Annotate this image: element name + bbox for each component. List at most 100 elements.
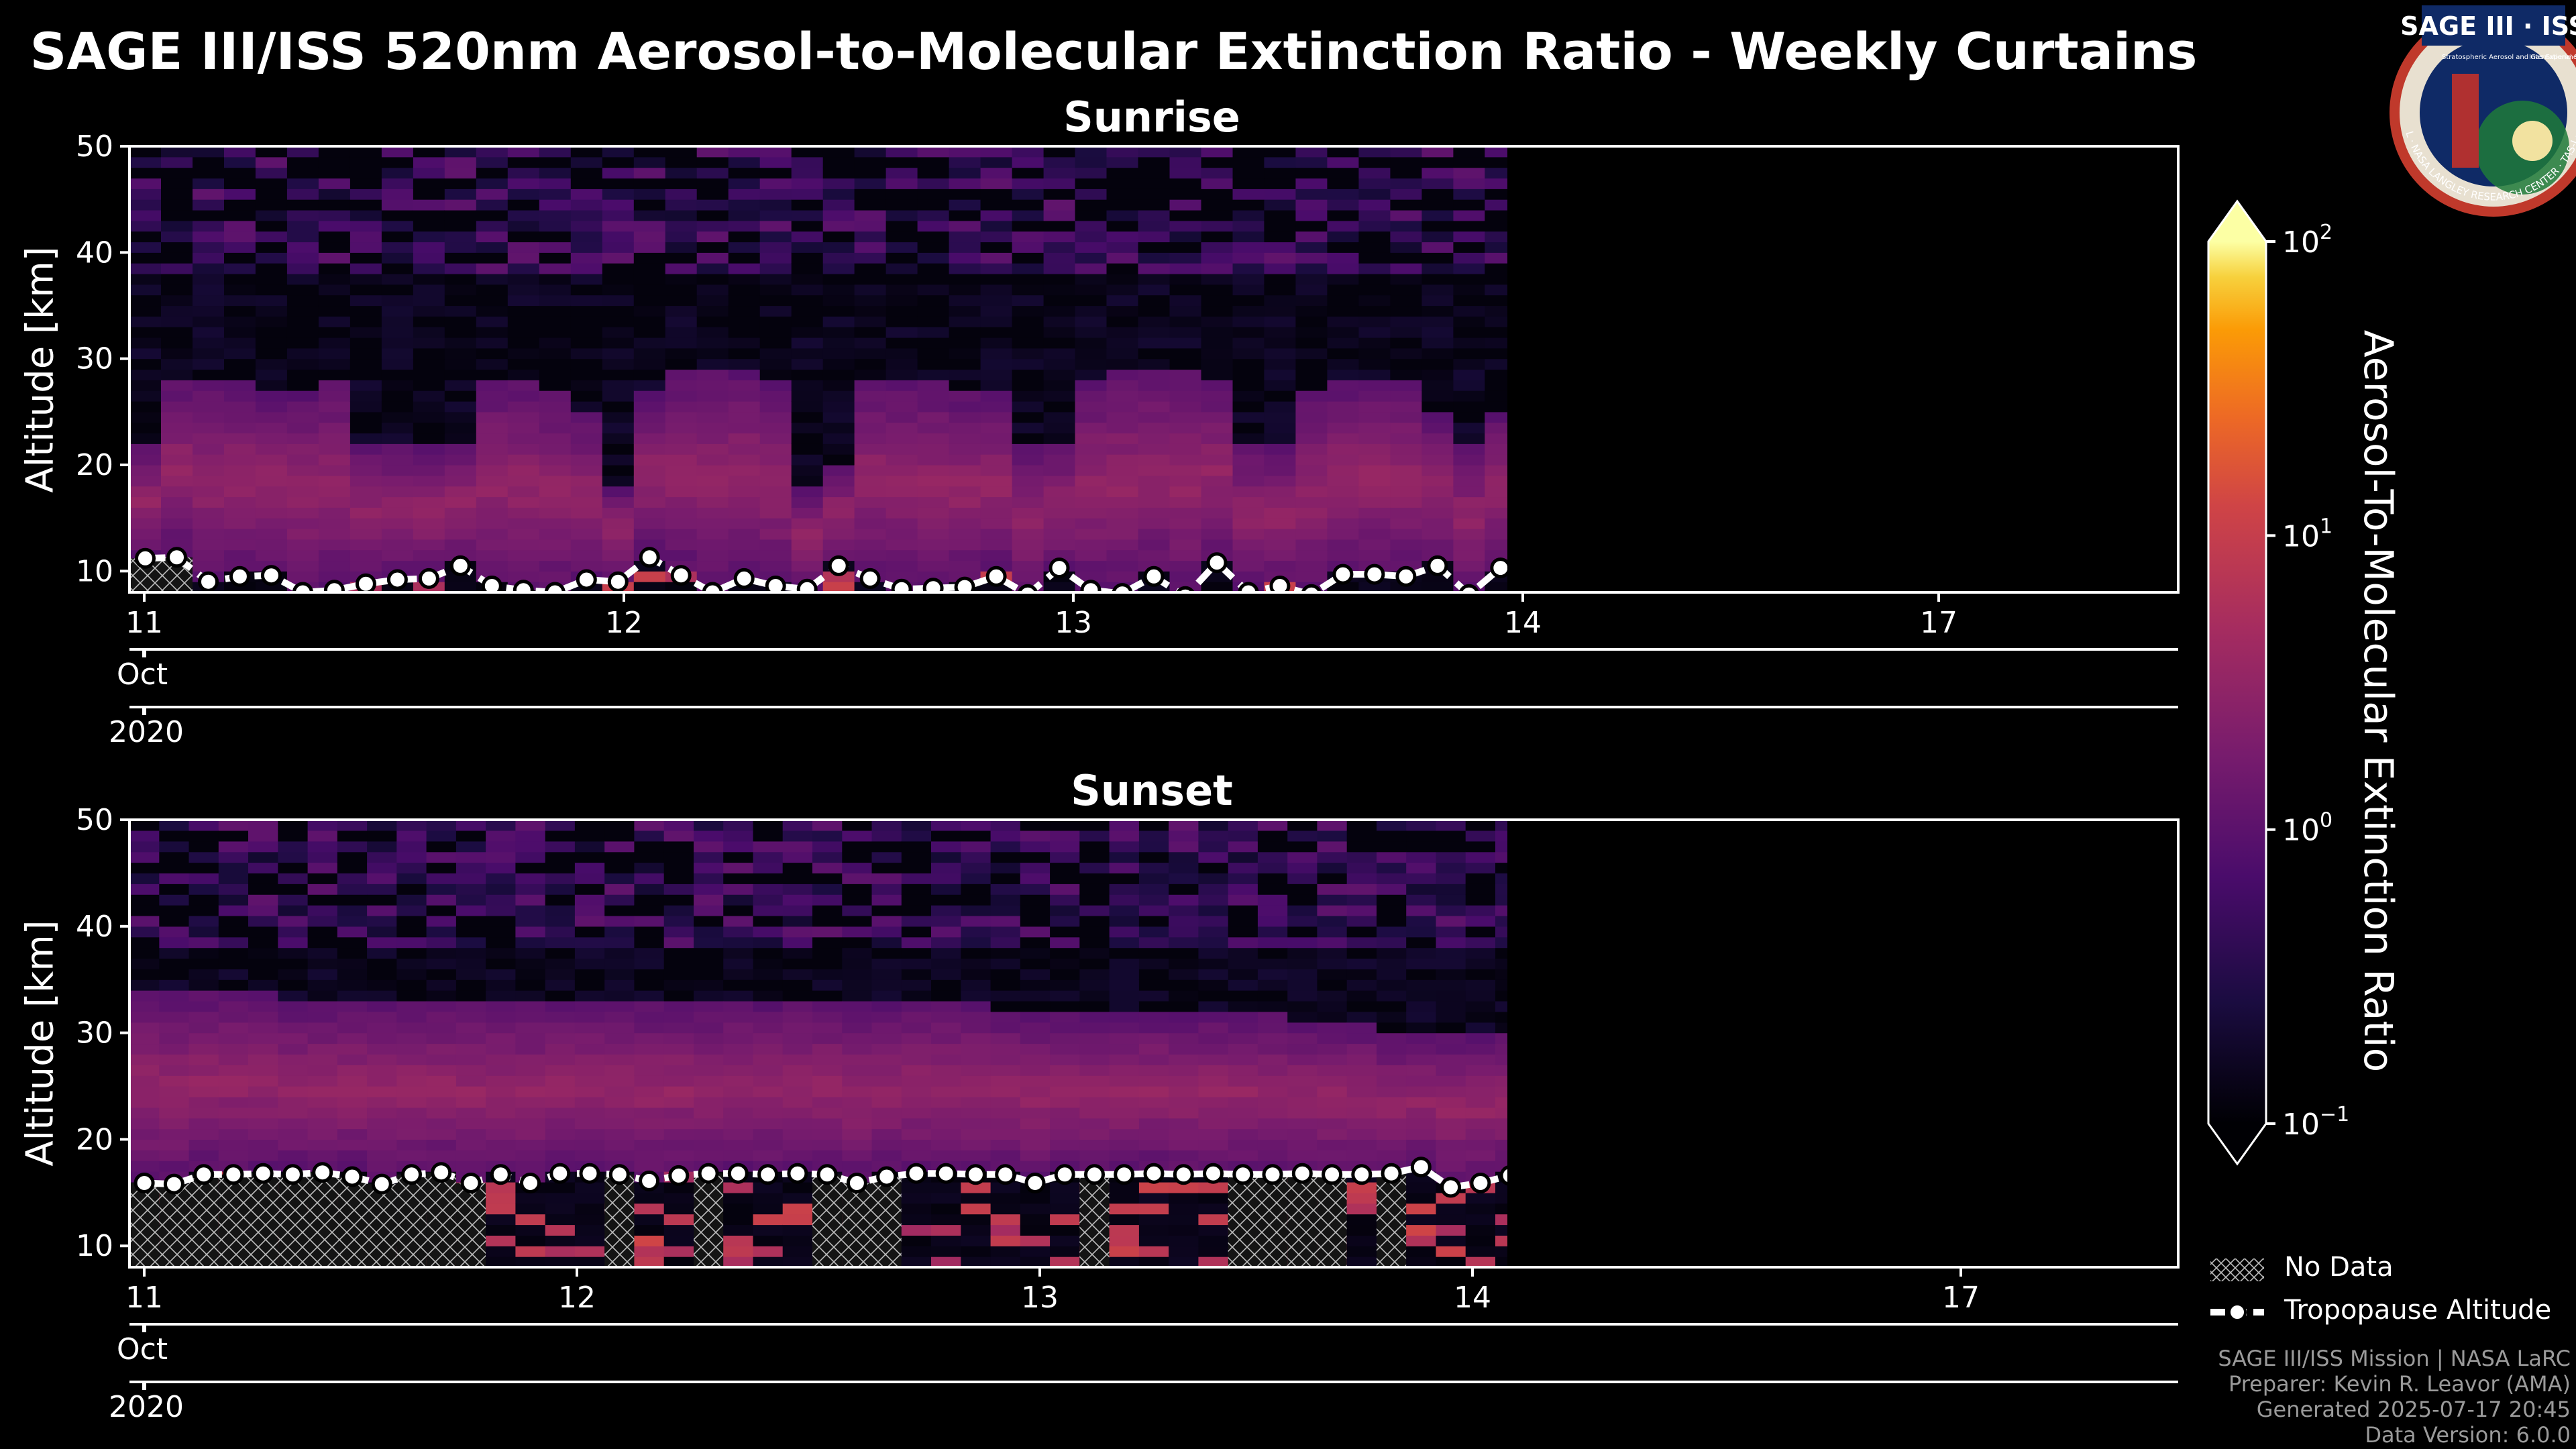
heatmap-cell	[728, 369, 761, 380]
heatmap-cell	[634, 862, 665, 873]
heatmap-cell	[1548, 550, 1580, 561]
heatmap-cell	[1138, 1011, 1169, 1023]
heatmap-cell	[980, 199, 1013, 211]
heatmap-cell	[901, 1214, 932, 1226]
heatmap-cell	[1614, 1044, 1644, 1055]
heatmap-cell	[759, 337, 792, 349]
heatmap-cell	[1453, 560, 1485, 572]
heatmap-cell	[822, 199, 855, 211]
heatmap-cell	[1485, 454, 1507, 466]
heatmap-cell	[2052, 454, 2084, 465]
heatmap-cell	[694, 1128, 724, 1140]
heatmap-cell	[1169, 873, 1199, 884]
heatmap-cell	[1295, 178, 1328, 189]
heatmap-cell	[1109, 820, 1140, 831]
heatmap-cell	[129, 1096, 160, 1108]
heatmap-cell	[931, 1192, 961, 1204]
heatmap-cell	[1106, 475, 1139, 487]
heatmap-cell	[367, 873, 397, 884]
heatmap-cell	[1705, 337, 1737, 348]
heatmap-cell	[1346, 1224, 1377, 1236]
heatmap-cell	[1358, 199, 1391, 211]
heatmap-cell	[515, 926, 546, 938]
heatmap-cell	[917, 337, 950, 349]
heatmap-cell	[367, 1075, 397, 1087]
heatmap-cell	[1768, 231, 1801, 242]
heatmap-cell	[486, 841, 516, 853]
heatmap-cell	[426, 894, 457, 906]
heatmap-cell	[1390, 518, 1422, 529]
heatmap-cell	[2147, 263, 2179, 274]
heatmap-cell	[1800, 571, 1832, 582]
heatmap-cell	[663, 1086, 694, 1097]
heatmap-cell	[1043, 507, 1076, 519]
heatmap-cell	[1106, 411, 1139, 423]
heatmap-cell	[1465, 1001, 1496, 1012]
heatmap-cell	[1287, 926, 1318, 938]
heatmap-cell	[665, 252, 698, 264]
heatmap-cell	[476, 411, 508, 423]
heatmap-cell	[961, 1043, 991, 1055]
heatmap-cell	[633, 327, 666, 338]
heatmap-cell	[822, 529, 855, 540]
heatmap-cell	[2052, 507, 2084, 518]
heatmap-cell	[791, 156, 824, 168]
heatmap-cell	[286, 465, 319, 476]
heatmap-cell	[1346, 969, 1377, 980]
heatmap-cell	[728, 475, 761, 487]
heatmap-cell	[1169, 369, 1202, 380]
heatmap-cell	[2084, 401, 2116, 412]
heatmap-cell	[476, 465, 508, 476]
heatmap-cell	[949, 156, 981, 168]
heatmap-cell	[694, 915, 724, 927]
heatmap-cell	[753, 1096, 784, 1108]
heatmap-cell	[885, 252, 918, 264]
heatmap-cell	[455, 894, 486, 906]
no-data-region	[842, 1183, 872, 1267]
heatmap-cell	[1106, 263, 1139, 274]
heatmap-cell	[1642, 178, 1674, 189]
heatmap-cell	[476, 529, 508, 540]
heatmap-cell	[871, 1139, 902, 1150]
heatmap-cell	[1585, 1203, 1615, 1215]
heatmap-cell	[1485, 443, 1507, 455]
heatmap-cell	[1264, 231, 1296, 243]
heatmap-cell	[1989, 168, 2021, 178]
heatmap-cell	[782, 1214, 813, 1226]
heatmap-cell	[1232, 549, 1265, 561]
heatmap-cell	[633, 156, 666, 168]
tropopause-point	[1332, 564, 1354, 585]
heatmap-cell	[1768, 348, 1801, 359]
heatmap-cell	[248, 830, 278, 842]
heatmap-cell	[1436, 958, 1466, 969]
heatmap-cell	[1232, 486, 1265, 498]
heatmap-cell	[1705, 146, 1737, 157]
heatmap-cell	[574, 1107, 605, 1119]
heatmap-cell	[694, 990, 724, 1002]
heatmap-cell	[1585, 1161, 1615, 1172]
heatmap-cell	[574, 926, 605, 938]
heatmap-cell	[129, 979, 160, 991]
heatmap-cell	[159, 1043, 190, 1055]
heatmap-cell	[1358, 274, 1391, 285]
heatmap-cell	[2084, 274, 2116, 284]
heatmap-cell	[545, 1118, 576, 1130]
heatmap-cell	[1989, 221, 2021, 231]
heatmap-cell	[1989, 571, 2021, 582]
heatmap-cell	[1346, 936, 1377, 949]
heatmap-cell	[444, 411, 477, 423]
heatmap-cell	[189, 1096, 219, 1108]
heatmap-cell	[1894, 423, 1927, 433]
heatmap-cell	[728, 327, 761, 338]
heatmap-cell	[1800, 295, 1832, 306]
heatmap-cell	[1198, 1011, 1229, 1023]
heatmap-cell	[1390, 549, 1422, 561]
heatmap-cell	[1800, 337, 1832, 348]
heatmap-cell	[515, 1128, 546, 1140]
heatmap-cell	[663, 1107, 694, 1119]
heatmap-cell	[444, 475, 477, 487]
heatmap-cell	[949, 252, 981, 264]
heatmap-cell	[1346, 1075, 1377, 1087]
heatmap-cell	[1295, 263, 1328, 274]
heatmap-cell	[1198, 1203, 1229, 1215]
